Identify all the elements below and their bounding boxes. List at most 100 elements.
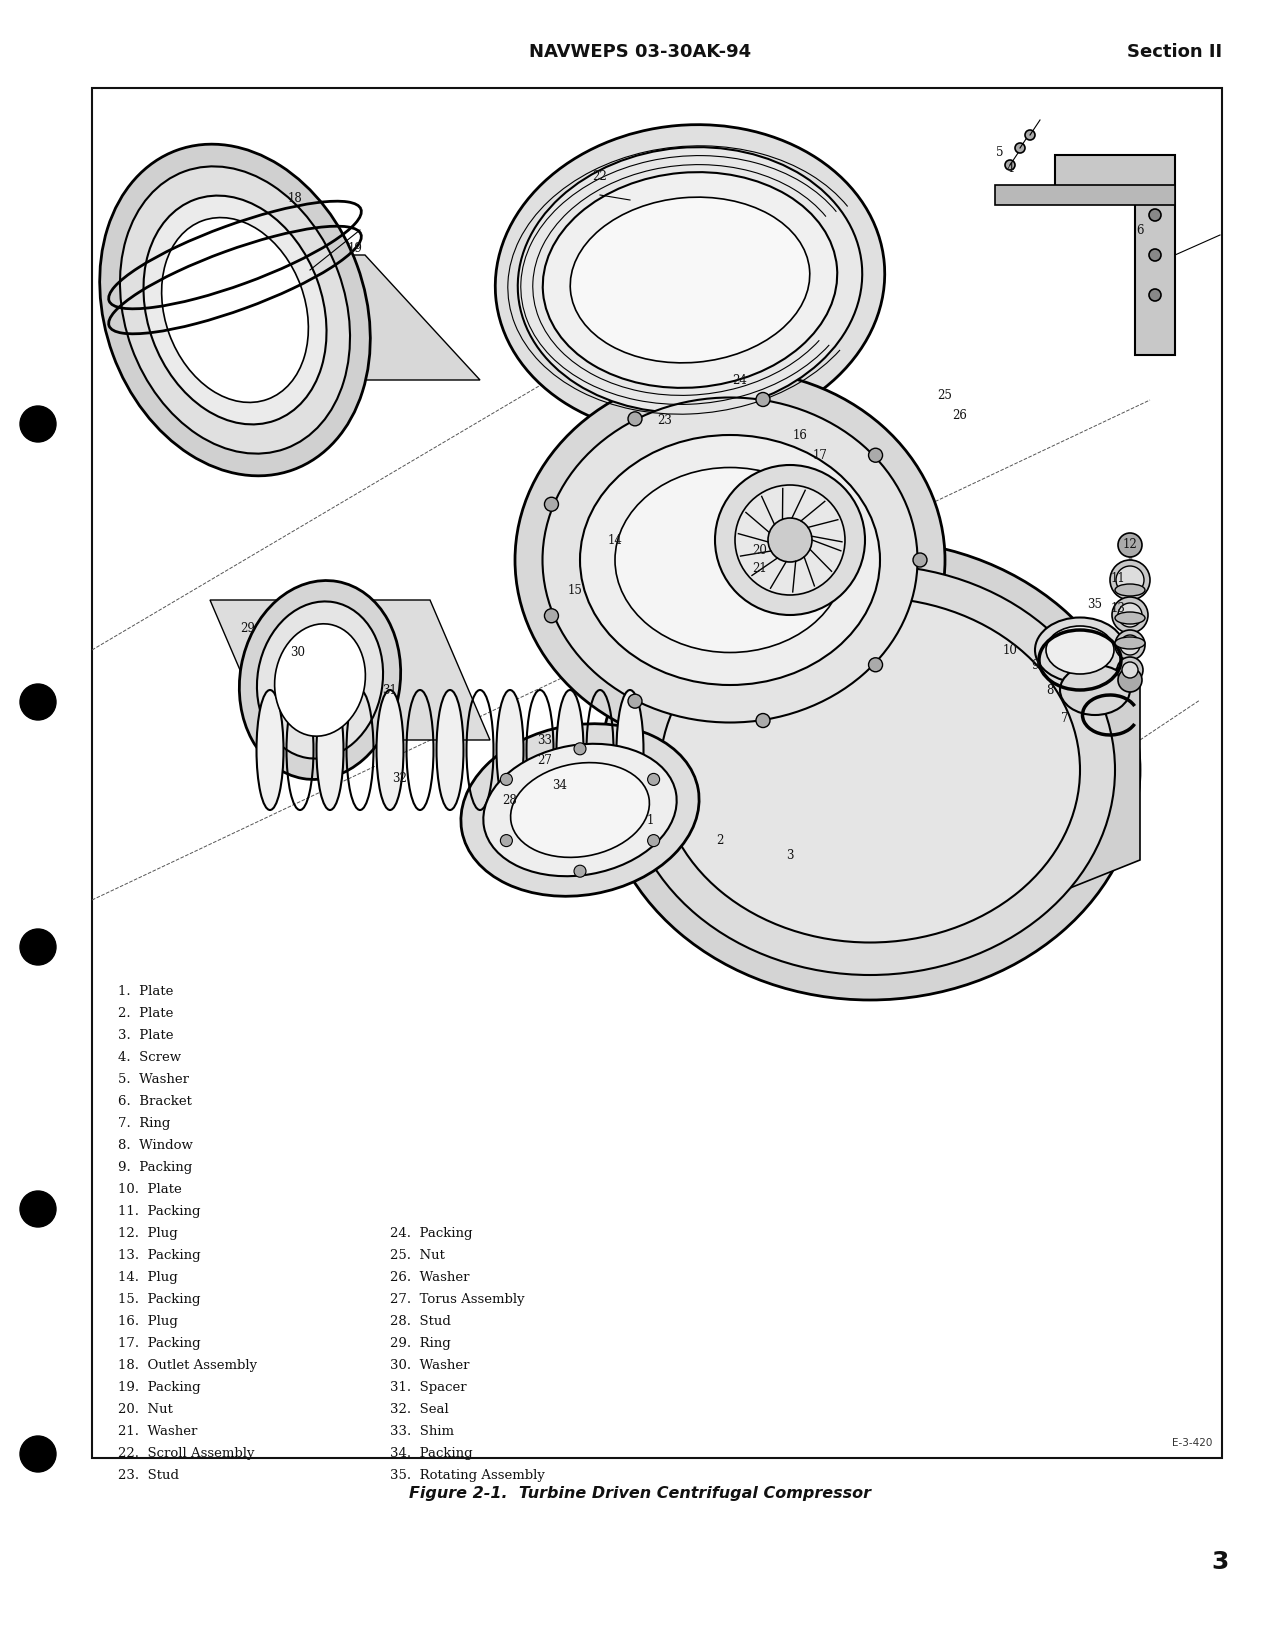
- Ellipse shape: [543, 397, 918, 722]
- Text: 1: 1: [646, 814, 654, 827]
- Text: 32: 32: [393, 771, 407, 784]
- Circle shape: [500, 773, 512, 786]
- Text: 25: 25: [937, 389, 952, 402]
- Text: 7: 7: [1061, 711, 1069, 724]
- Circle shape: [869, 448, 882, 462]
- Ellipse shape: [614, 467, 845, 652]
- Text: 29: 29: [241, 621, 256, 634]
- Ellipse shape: [1046, 626, 1114, 673]
- Ellipse shape: [515, 369, 945, 750]
- Text: E-3-420: E-3-420: [1171, 1438, 1212, 1448]
- Circle shape: [628, 694, 643, 708]
- Text: 14: 14: [608, 533, 622, 546]
- Circle shape: [735, 485, 845, 595]
- Text: 15.  Packing: 15. Packing: [118, 1292, 201, 1306]
- Text: 33.  Shim: 33. Shim: [390, 1425, 454, 1438]
- Text: 8.  Window: 8. Window: [118, 1139, 193, 1152]
- Ellipse shape: [1115, 613, 1146, 624]
- Text: 32.  Seal: 32. Seal: [390, 1404, 449, 1417]
- Text: 33: 33: [538, 734, 553, 747]
- Text: Section II: Section II: [1126, 42, 1222, 60]
- Text: 19: 19: [348, 242, 362, 255]
- Text: 18: 18: [288, 191, 302, 204]
- Text: 8: 8: [1046, 683, 1053, 696]
- Text: 15: 15: [567, 583, 582, 596]
- Text: 35.  Rotating Assembly: 35. Rotating Assembly: [390, 1469, 545, 1482]
- Text: 11.  Packing: 11. Packing: [118, 1204, 201, 1217]
- Ellipse shape: [543, 172, 837, 387]
- Text: 16.  Plug: 16. Plug: [118, 1315, 178, 1328]
- Text: 27: 27: [538, 753, 553, 766]
- Ellipse shape: [275, 624, 365, 737]
- Ellipse shape: [557, 690, 584, 810]
- Polygon shape: [1055, 155, 1175, 355]
- Ellipse shape: [511, 763, 649, 858]
- Polygon shape: [995, 185, 1175, 204]
- Circle shape: [20, 405, 56, 443]
- Polygon shape: [105, 255, 480, 381]
- Text: 9.  Packing: 9. Packing: [118, 1162, 192, 1173]
- Text: 5.  Washer: 5. Washer: [118, 1074, 189, 1087]
- Text: 31.  Spacer: 31. Spacer: [390, 1381, 467, 1394]
- Ellipse shape: [1115, 637, 1146, 649]
- Circle shape: [20, 1191, 56, 1227]
- Text: 30.  Washer: 30. Washer: [390, 1359, 470, 1373]
- Text: 21.  Washer: 21. Washer: [118, 1425, 197, 1438]
- Ellipse shape: [600, 539, 1140, 1000]
- Text: 34: 34: [553, 778, 567, 791]
- Text: 20.  Nut: 20. Nut: [118, 1404, 173, 1417]
- Circle shape: [648, 773, 659, 786]
- Ellipse shape: [1036, 618, 1125, 683]
- Text: 7.  Ring: 7. Ring: [118, 1118, 170, 1131]
- Text: 27.  Torus Assembly: 27. Torus Assembly: [390, 1292, 525, 1306]
- Text: Figure 2-1.  Turbine Driven Centrifugal Compressor: Figure 2-1. Turbine Driven Centrifugal C…: [410, 1485, 870, 1502]
- Text: 17: 17: [813, 448, 827, 461]
- Ellipse shape: [617, 690, 644, 810]
- Text: 20: 20: [753, 544, 768, 557]
- Circle shape: [1112, 596, 1148, 632]
- Text: 23.  Stud: 23. Stud: [118, 1469, 179, 1482]
- Text: 12.  Plug: 12. Plug: [118, 1227, 178, 1240]
- Circle shape: [500, 835, 512, 846]
- Circle shape: [1117, 657, 1143, 683]
- Text: 14.  Plug: 14. Plug: [118, 1271, 178, 1284]
- Text: 26.  Washer: 26. Washer: [390, 1271, 470, 1284]
- Text: 3: 3: [786, 848, 794, 861]
- Ellipse shape: [161, 217, 308, 402]
- Text: 16: 16: [792, 428, 808, 441]
- Ellipse shape: [316, 690, 343, 810]
- Circle shape: [1149, 209, 1161, 221]
- Text: 3.  Plate: 3. Plate: [118, 1029, 174, 1042]
- Ellipse shape: [257, 601, 383, 758]
- Circle shape: [20, 930, 56, 966]
- Ellipse shape: [580, 435, 881, 685]
- Ellipse shape: [100, 144, 370, 475]
- Bar: [92, 88, 1222, 1458]
- Text: 3: 3: [1211, 1551, 1229, 1574]
- Text: 1.  Plate: 1. Plate: [118, 985, 173, 998]
- Ellipse shape: [1060, 665, 1130, 716]
- Circle shape: [648, 835, 659, 846]
- Circle shape: [1123, 662, 1138, 678]
- Text: 29.  Ring: 29. Ring: [390, 1337, 451, 1350]
- Text: 12: 12: [1123, 539, 1138, 552]
- Text: 30: 30: [291, 645, 306, 659]
- Circle shape: [1110, 560, 1149, 600]
- Text: 6.  Bracket: 6. Bracket: [118, 1095, 192, 1108]
- Ellipse shape: [239, 580, 401, 779]
- Circle shape: [1117, 603, 1142, 627]
- Text: NAVWEPS 03-30AK-94: NAVWEPS 03-30AK-94: [529, 42, 751, 60]
- Text: 28.  Stud: 28. Stud: [390, 1315, 451, 1328]
- Text: 35: 35: [1088, 598, 1102, 611]
- Polygon shape: [1065, 650, 1140, 891]
- Text: 9: 9: [1032, 659, 1039, 672]
- Circle shape: [544, 497, 558, 511]
- Circle shape: [913, 552, 927, 567]
- Ellipse shape: [625, 565, 1115, 975]
- Text: 34.  Packing: 34. Packing: [390, 1448, 472, 1461]
- Text: 6: 6: [1137, 224, 1144, 237]
- Text: 18.  Outlet Assembly: 18. Outlet Assembly: [118, 1359, 257, 1373]
- Ellipse shape: [518, 147, 863, 413]
- Circle shape: [1116, 565, 1144, 595]
- Ellipse shape: [484, 743, 677, 876]
